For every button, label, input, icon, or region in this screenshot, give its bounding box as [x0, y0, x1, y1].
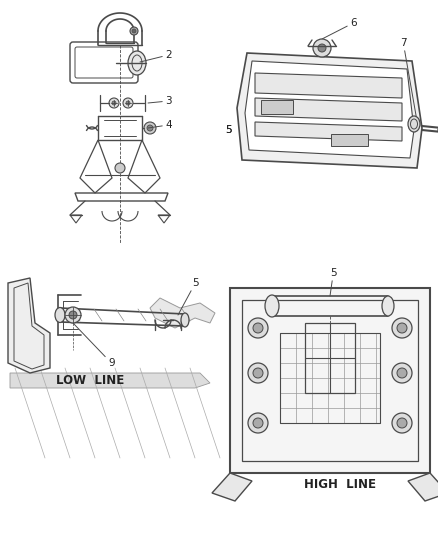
Polygon shape [150, 298, 215, 328]
Polygon shape [230, 288, 429, 473]
Ellipse shape [381, 296, 393, 316]
Circle shape [252, 418, 262, 428]
Circle shape [247, 318, 267, 338]
Polygon shape [254, 73, 401, 98]
FancyBboxPatch shape [330, 134, 367, 146]
Circle shape [126, 101, 130, 105]
Ellipse shape [180, 313, 189, 327]
Text: 5: 5 [177, 278, 198, 315]
Text: LOW  LINE: LOW LINE [56, 375, 124, 387]
Polygon shape [10, 373, 209, 388]
Polygon shape [244, 61, 413, 158]
Circle shape [115, 163, 125, 173]
Circle shape [247, 363, 267, 383]
Text: 7: 7 [399, 38, 416, 121]
FancyBboxPatch shape [261, 100, 292, 114]
Text: 9: 9 [73, 323, 114, 368]
Polygon shape [254, 98, 401, 121]
Ellipse shape [128, 51, 146, 75]
Text: 5: 5 [329, 268, 336, 296]
Circle shape [396, 323, 406, 333]
Polygon shape [8, 278, 50, 373]
Circle shape [65, 307, 81, 323]
Text: 6: 6 [321, 18, 356, 39]
Circle shape [396, 418, 406, 428]
Ellipse shape [55, 308, 65, 322]
Ellipse shape [407, 116, 419, 132]
Text: 2: 2 [140, 50, 171, 62]
Text: 5: 5 [225, 125, 231, 135]
Text: HIGH  LINE: HIGH LINE [303, 479, 375, 491]
Polygon shape [212, 473, 251, 501]
Text: 3: 3 [148, 96, 171, 106]
Circle shape [109, 98, 119, 108]
Ellipse shape [265, 295, 279, 317]
Polygon shape [407, 473, 438, 501]
Circle shape [69, 311, 77, 319]
Circle shape [396, 368, 406, 378]
Circle shape [144, 122, 155, 134]
Circle shape [130, 27, 138, 35]
Circle shape [252, 368, 262, 378]
Circle shape [312, 39, 330, 57]
Circle shape [123, 98, 133, 108]
Circle shape [247, 413, 267, 433]
Circle shape [391, 363, 411, 383]
Text: 5: 5 [225, 125, 231, 135]
Circle shape [147, 125, 153, 131]
Text: 8: 8 [0, 532, 1, 533]
Polygon shape [237, 53, 421, 168]
Circle shape [391, 413, 411, 433]
Text: 4: 4 [148, 120, 171, 130]
Circle shape [317, 44, 325, 52]
Circle shape [391, 318, 411, 338]
Polygon shape [254, 122, 401, 141]
Ellipse shape [437, 126, 438, 133]
Circle shape [252, 323, 262, 333]
Circle shape [132, 29, 136, 33]
Circle shape [112, 101, 116, 105]
